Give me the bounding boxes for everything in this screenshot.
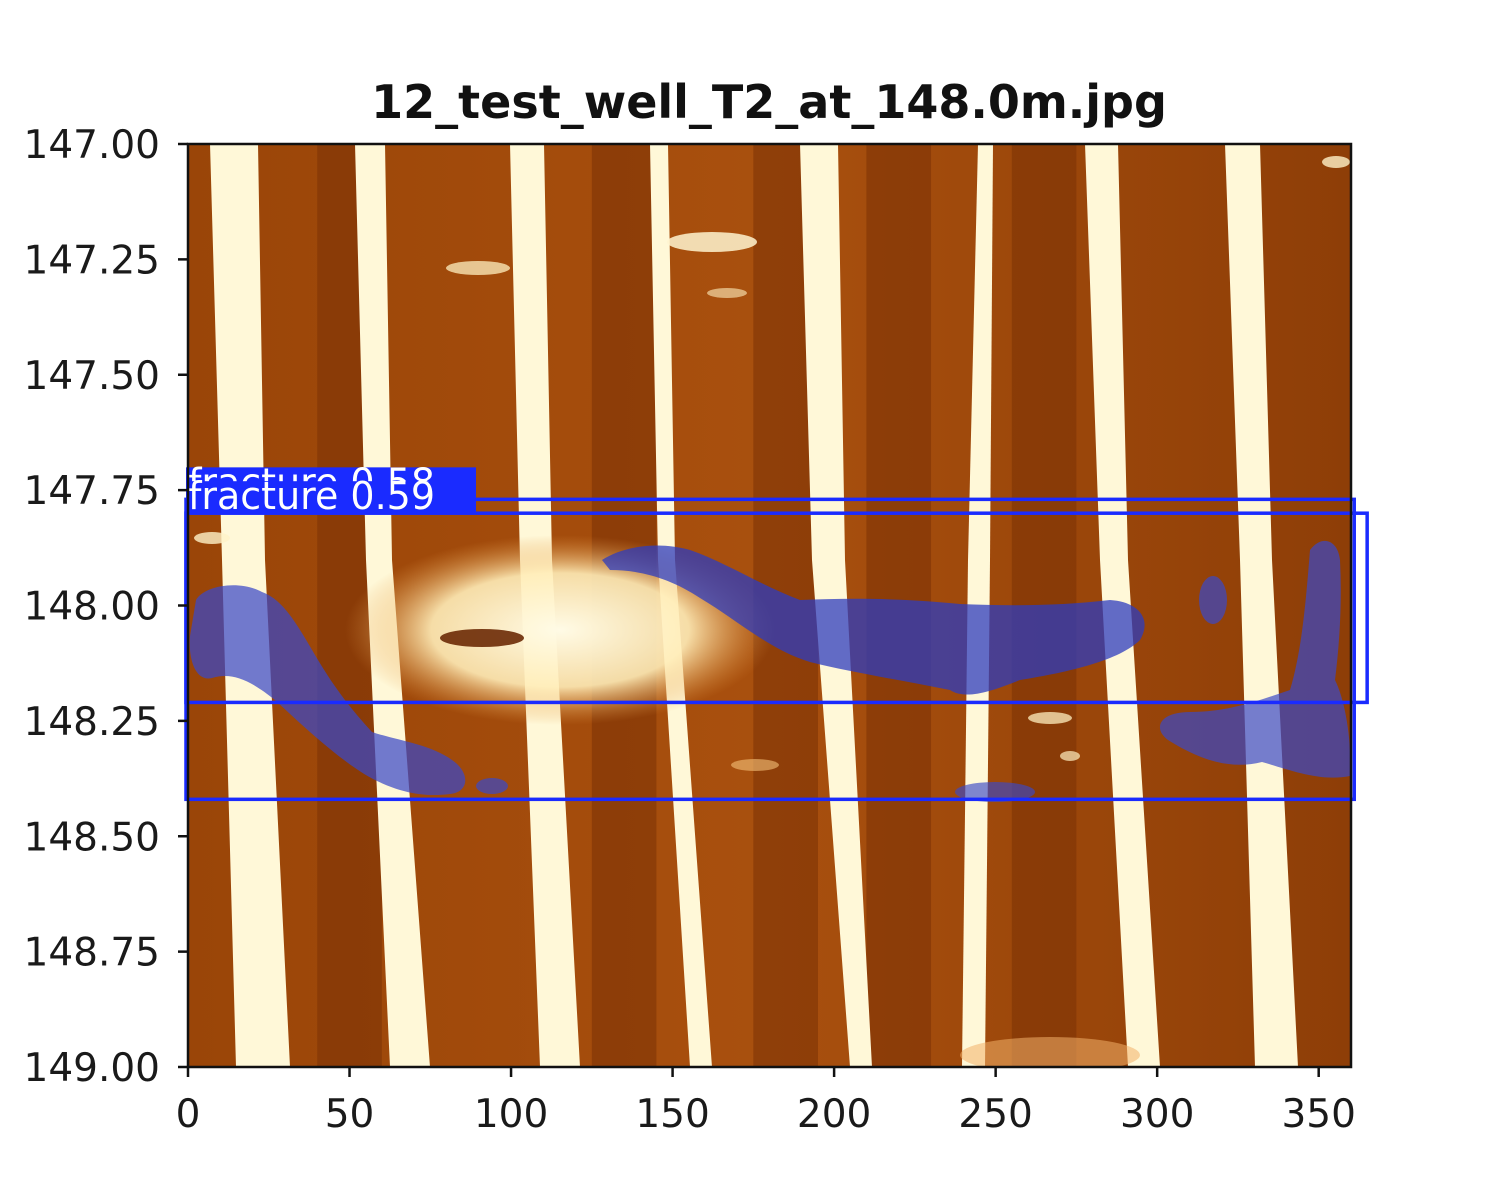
detection-box-2: [184, 511, 1369, 705]
y-tick-label: 147.50: [24, 354, 160, 399]
x-tick-label: 250: [958, 1092, 1032, 1137]
fracture-mask-lower: [955, 782, 1035, 802]
y-tick-label: 149.00: [24, 1046, 160, 1091]
x-tick-label: 300: [1120, 1092, 1194, 1137]
fracture-mask-spot: [1199, 576, 1227, 624]
y-tick-label: 148.25: [24, 700, 160, 745]
fracture-mask-left: [189, 585, 466, 796]
y-tick-label: 147.75: [24, 469, 160, 514]
detection-label-bg-2: [186, 481, 476, 514]
y-tick-label: 148.50: [24, 815, 160, 860]
chart-title: 12_test_well_T2_at_148.0m.jpg: [371, 75, 1167, 129]
x-tick-label: 200: [797, 1092, 871, 1137]
axes: 0 50 100 150 200 250 300 350 147.00 147.25 147.50 1…: [24, 123, 1356, 1137]
y-tick-label: 147.00: [24, 123, 160, 168]
detection-overlays: fracture 0.58fracture 0.59: [184, 460, 1369, 802]
x-tick-label: 0: [176, 1092, 201, 1137]
x-tick-label: 350: [1281, 1092, 1355, 1137]
detection-label-2: fracture 0.59: [188, 474, 435, 518]
y-tick-label: 147.25: [24, 238, 160, 283]
y-tick-label: 148.75: [24, 931, 160, 976]
x-tick-label: 100: [474, 1092, 548, 1137]
x-tick-label: 150: [635, 1092, 709, 1137]
fracture-mask-right: [1159, 540, 1351, 778]
y-tick-label: 148.00: [24, 585, 160, 630]
x-tick-label: 50: [325, 1092, 375, 1137]
fracture-mask: [189, 540, 1351, 802]
fracture-mask-center: [602, 545, 1145, 695]
fracture-mask-blob: [476, 778, 508, 794]
